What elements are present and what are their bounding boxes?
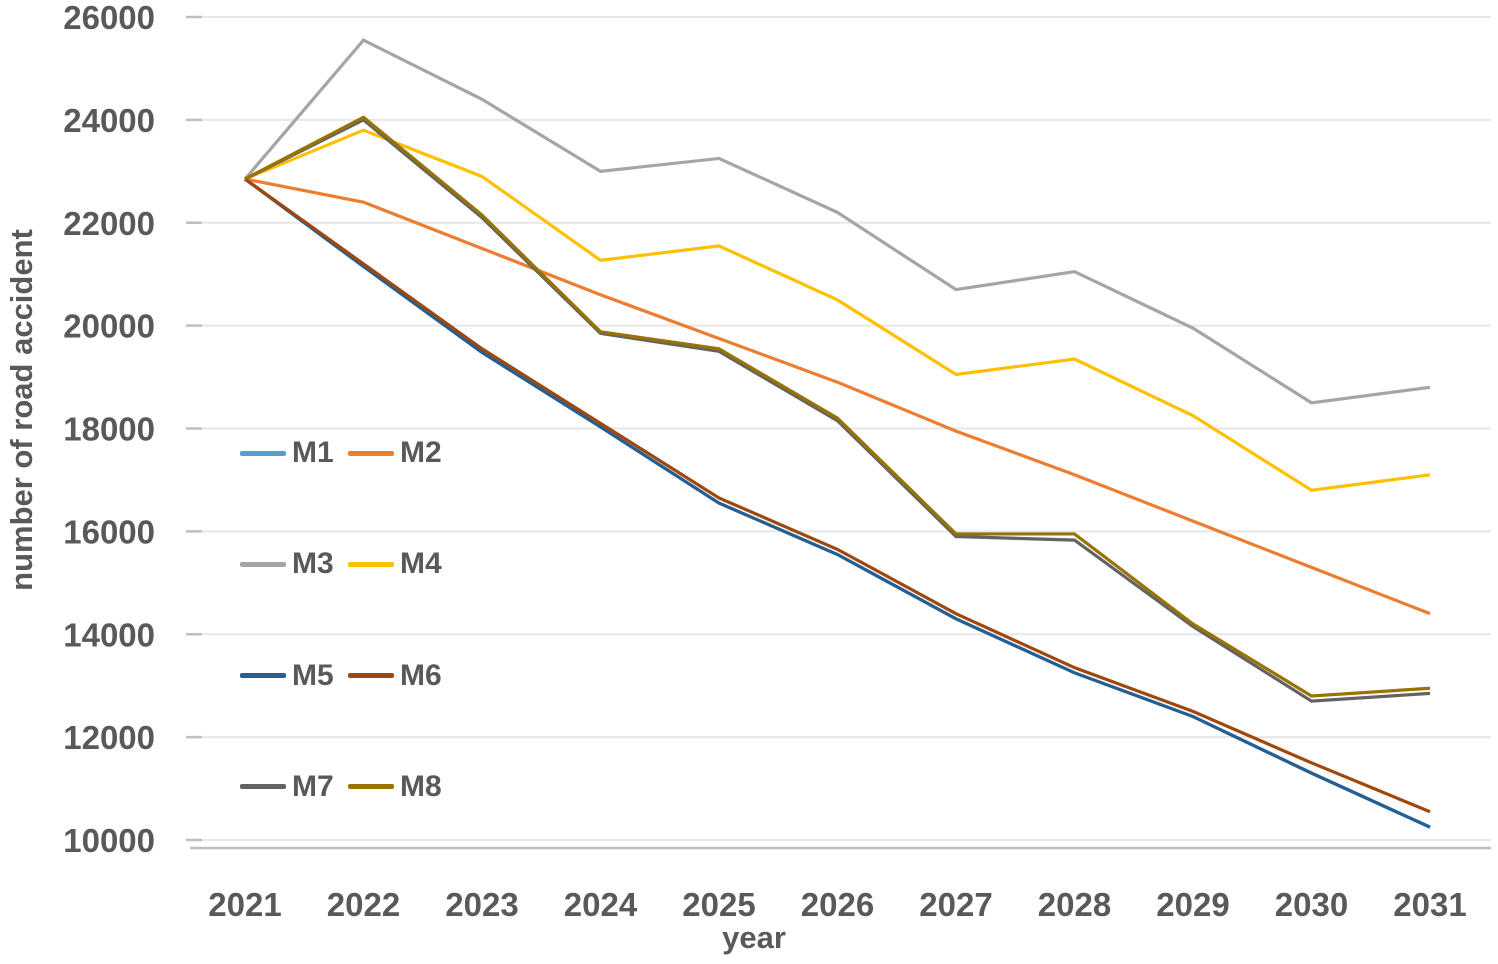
x-tick-label-2031: 2031 [1393,886,1466,923]
x-tick-label-2026: 2026 [801,886,874,923]
x-tick-label-2024: 2024 [564,886,638,923]
x-tick-label-2021: 2021 [208,886,281,923]
x-tick-label-2030: 2030 [1275,886,1348,923]
series-line-M2 [244,177,1431,616]
series-line-M1 [244,177,1431,829]
y-tick-label-24000: 24000 [63,102,155,139]
x-tick-label-2023: 2023 [445,886,518,923]
series-line-M6 [244,177,1431,814]
series-line-M5 [244,177,1431,829]
series-line-M8 [244,115,1431,698]
y-tick-label-12000: 12000 [63,719,155,756]
y-tick-label-20000: 20000 [63,308,155,345]
series-line-M7 [244,117,1431,703]
y-tick-label-14000: 14000 [63,616,155,653]
x-tick-label-2029: 2029 [1156,886,1229,923]
x-axis-title: year [722,920,786,955]
y-axis-title: number of road accident [4,229,39,591]
x-tick-label-2028: 2028 [1038,886,1111,923]
y-tick-label-16000: 16000 [63,513,155,550]
series-line-M3 [243,38,1431,405]
y-tick-label-10000: 10000 [63,822,155,859]
x-tick-label-2025: 2025 [682,886,755,923]
y-tick-label-18000: 18000 [63,411,155,448]
series-line-M4 [244,128,1431,492]
x-tick-label-2027: 2027 [919,886,992,923]
y-tick-label-26000: 26000 [63,0,155,36]
x-tick-label-2022: 2022 [327,886,400,923]
y-tick-label-22000: 22000 [63,205,155,242]
